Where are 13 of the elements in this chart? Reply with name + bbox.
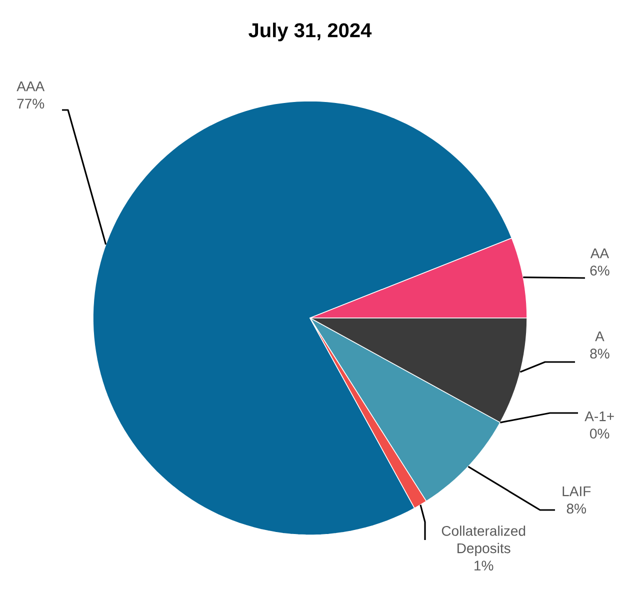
slice-label: AAA xyxy=(16,81,45,92)
category-label: A-1+ xyxy=(584,411,614,422)
data-label: 77% xyxy=(17,98,44,109)
slice-label: A xyxy=(595,331,604,342)
data-label: 6% xyxy=(590,266,610,276)
data-label: 8% xyxy=(566,504,586,514)
slice-label: LAIF xyxy=(562,486,591,496)
chart-title: July 31, 2024 xyxy=(248,22,372,42)
slice-label: Collateralized Deposits xyxy=(442,526,526,556)
data-label: 1% xyxy=(474,560,494,570)
slice-label: AA xyxy=(590,248,610,258)
data-label: 8% xyxy=(590,348,610,359)
text: 0% xyxy=(590,428,610,439)
